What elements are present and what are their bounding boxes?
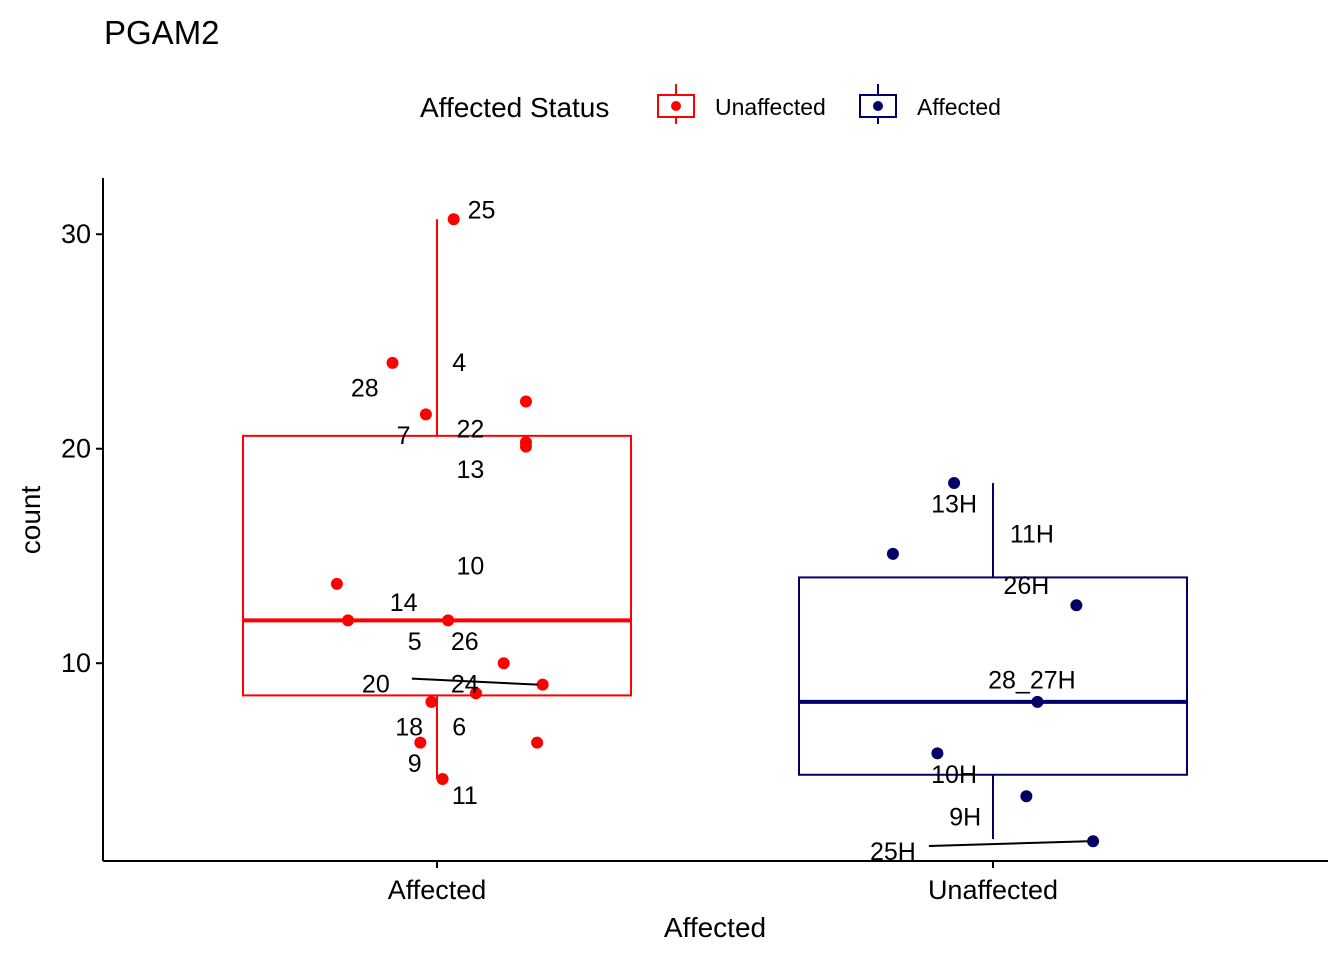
chart-title: PGAM2	[104, 14, 220, 51]
x-tick-label: Affected	[388, 875, 487, 905]
point-label: 28	[351, 375, 379, 403]
box-iqr	[242, 434, 632, 697]
x-axis-title: Affected	[664, 912, 766, 943]
data-point	[447, 213, 460, 226]
point-label: 10H	[931, 761, 977, 789]
data-point	[931, 747, 944, 760]
point-label: 24	[451, 671, 479, 699]
x-tick-label: Unaffected	[928, 875, 1058, 905]
data-point	[442, 614, 455, 627]
data-point	[519, 395, 532, 408]
data-point	[342, 614, 355, 627]
data-point	[1087, 835, 1100, 848]
box-affected	[242, 219, 632, 780]
data-point	[948, 477, 961, 490]
point-label: 18	[395, 714, 423, 742]
legend-key-point	[873, 101, 883, 111]
data-point	[1020, 790, 1033, 803]
point-label: 13H	[931, 490, 977, 518]
y-axis-title: count	[15, 486, 46, 555]
axes: 10 20 30 Affected Unaffected	[61, 178, 1328, 905]
point-label: 4	[452, 349, 466, 377]
data-point	[497, 657, 510, 670]
point-label: 26	[451, 628, 479, 656]
label-leader-line	[411, 677, 538, 686]
box-unaffected	[798, 483, 1188, 840]
point-label: 9H	[949, 804, 981, 832]
point-label: 25	[468, 197, 496, 225]
point-label: 13	[456, 456, 484, 484]
legend-title: Affected Status	[420, 92, 609, 123]
point-label: 5	[408, 628, 422, 656]
point-label: 22	[456, 415, 484, 443]
legend-entry-unaffected: Unaffected	[657, 84, 826, 124]
point-label: 14	[390, 589, 418, 617]
point-label: 20	[362, 671, 390, 699]
data-point	[436, 773, 449, 786]
data-point	[531, 736, 544, 749]
box-iqr	[798, 576, 1188, 776]
point-label: 6	[452, 714, 466, 742]
data-point	[1031, 695, 1044, 708]
legend-label-unaffected: Unaffected	[715, 94, 826, 120]
data-point	[414, 736, 427, 749]
y-tick-label: 10	[61, 648, 91, 678]
legend-key-point	[671, 101, 681, 111]
box-layer	[242, 219, 1188, 840]
data-point	[425, 695, 438, 708]
point-label: 9	[408, 750, 422, 778]
point-label: 11H	[1010, 521, 1054, 549]
point-label: 25H	[870, 838, 916, 866]
point-label: 10	[456, 553, 484, 581]
point-layer	[330, 213, 1100, 848]
y-tick-label: 20	[61, 434, 91, 464]
data-point	[886, 547, 899, 560]
legend: Affected Status Unaffected Affected	[420, 84, 1001, 124]
point-label: 26H	[1003, 572, 1049, 600]
y-tick-label: 30	[61, 219, 91, 249]
data-point	[1070, 599, 1083, 612]
point-label: 11	[452, 782, 478, 810]
data-point	[519, 440, 532, 453]
label-layer: 25 28 7 4 22 13 10 14 26 5 20 24 18 6 9 11 13H 11H 26H 28_2…	[351, 197, 1089, 866]
point-label: 7	[397, 422, 411, 450]
legend-label-affected: Affected	[917, 94, 1001, 120]
data-point	[536, 678, 549, 691]
data-point	[386, 356, 399, 369]
data-point	[419, 408, 432, 421]
data-point	[469, 687, 482, 700]
data-point	[330, 577, 343, 590]
legend-entry-affected: Affected	[859, 84, 1001, 124]
label-leader-line	[928, 840, 1089, 847]
point-label: 28_27H	[988, 666, 1076, 694]
